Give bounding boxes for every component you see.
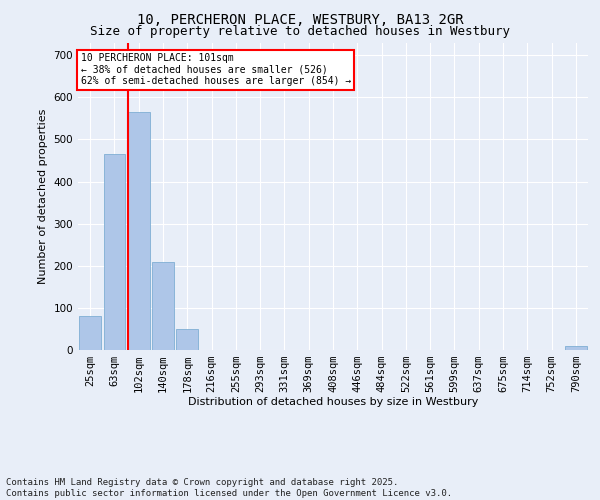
Bar	[152, 262, 174, 350]
Text: 10, PERCHERON PLACE, WESTBURY, BA13 2GR: 10, PERCHERON PLACE, WESTBURY, BA13 2GR	[137, 12, 463, 26]
Text: 10 PERCHERON PLACE: 101sqm
← 38% of detached houses are smaller (526)
62% of sem: 10 PERCHERON PLACE: 101sqm ← 38% of deta…	[80, 54, 351, 86]
Bar	[104, 154, 125, 350]
X-axis label: Distribution of detached houses by size in Westbury: Distribution of detached houses by size …	[188, 396, 478, 406]
Text: Size of property relative to detached houses in Westbury: Size of property relative to detached ho…	[90, 25, 510, 38]
Bar	[128, 112, 149, 350]
Bar	[79, 316, 101, 350]
Y-axis label: Number of detached properties: Number of detached properties	[38, 108, 48, 284]
Bar	[565, 346, 587, 350]
Text: Contains HM Land Registry data © Crown copyright and database right 2025.
Contai: Contains HM Land Registry data © Crown c…	[6, 478, 452, 498]
Bar	[176, 329, 198, 350]
